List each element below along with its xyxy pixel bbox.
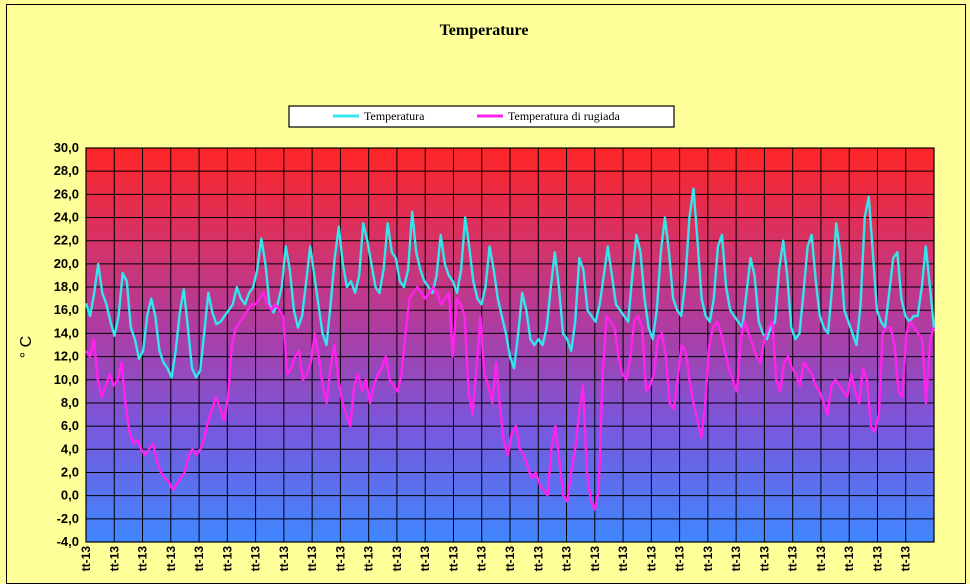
y-tick-label: 26,0 <box>54 186 79 201</box>
series-lines <box>84 187 936 511</box>
y-tick-label: 0,0 <box>61 488 79 503</box>
x-tick-label: tt-13 <box>842 546 856 572</box>
y-tick-label: 10,0 <box>54 372 79 387</box>
x-tick-label: tt-13 <box>729 546 743 572</box>
legend-label-temperatura: Temperatura <box>364 109 425 123</box>
x-tick-label: tt-13 <box>136 546 150 572</box>
y-tick-label: 8,0 <box>61 395 79 410</box>
y-tick-label: 24,0 <box>54 210 79 225</box>
x-tick-label: tt-13 <box>814 546 828 572</box>
x-tick-label: tt-13 <box>475 546 489 572</box>
chart-frame: Temperature Temperatura Temperatura di r… <box>6 4 966 584</box>
x-tick-label: tt-13 <box>164 546 178 572</box>
chart-title: Temperature <box>440 22 529 39</box>
x-tick-label: tt-13 <box>220 546 234 572</box>
y-tick-label: -4,0 <box>57 534 79 549</box>
series-line-temperatura <box>84 187 936 379</box>
x-tick-label: tt-13 <box>277 546 291 572</box>
x-tick-label: tt-13 <box>79 546 93 572</box>
x-tick-label: tt-13 <box>588 546 602 572</box>
y-tick-label: 14,0 <box>54 325 79 340</box>
y-tick-label: 20,0 <box>54 256 79 271</box>
y-tick-label: 18,0 <box>54 279 79 294</box>
legend: Temperatura Temperatura di rugiada <box>288 105 675 128</box>
x-tick-label: tt-13 <box>616 546 630 572</box>
y-tick-label: -2,0 <box>57 511 79 526</box>
x-tick-label: tt-13 <box>531 546 545 572</box>
x-tick-label: tt-13 <box>446 546 460 572</box>
y-tick-label: 4,0 <box>61 441 79 456</box>
y-axis-ticks: 30,0 28,0 26,0 24,0 22,0 20,0 18,0 16,0 14,0 12,0… <box>54 140 79 549</box>
x-tick-label: tt-13 <box>192 546 206 572</box>
x-tick-label: tt-13 <box>644 546 658 572</box>
y-tick-label: 22,0 <box>54 233 79 248</box>
y-tick-label: 2,0 <box>61 464 79 479</box>
x-axis-ticks: tt-13 tt-13 tt-13 tt-13 tt-13 tt-13 tt-13 tt-13… <box>79 546 913 572</box>
x-tick-label: tt-13 <box>870 546 884 572</box>
legend-label-rugiada: Temperatura di rugiada <box>508 109 620 123</box>
x-tick-label: tt-13 <box>899 546 913 572</box>
x-tick-label: tt-13 <box>418 546 432 572</box>
plot-border <box>85 147 935 543</box>
y-tick-label: 28,0 <box>54 163 79 178</box>
x-tick-label: tt-13 <box>673 546 687 572</box>
x-tick-label: tt-13 <box>786 546 800 572</box>
x-tick-label: tt-13 <box>107 546 121 572</box>
x-tick-label: tt-13 <box>390 546 404 572</box>
x-tick-label: tt-13 <box>503 546 517 572</box>
temperature-chart: Temperature Temperatura Temperatura di r… <box>18 22 936 572</box>
x-tick-label: tt-13 <box>560 546 574 572</box>
series-line-rugiada <box>85 285 936 511</box>
x-tick-label: tt-13 <box>333 546 347 572</box>
y-tick-label: 6,0 <box>61 418 79 433</box>
y-tick-label: 16,0 <box>54 302 79 317</box>
y-tick-label: 12,0 <box>54 349 79 364</box>
y-axis-label: ° C <box>18 336 35 358</box>
x-tick-label: tt-13 <box>701 546 715 572</box>
x-tick-label: tt-13 <box>305 546 319 572</box>
x-tick-label: tt-13 <box>362 546 376 572</box>
x-tick-label: tt-13 <box>757 546 771 572</box>
y-tick-label: 30,0 <box>54 140 79 155</box>
x-tick-label: tt-13 <box>249 546 263 572</box>
